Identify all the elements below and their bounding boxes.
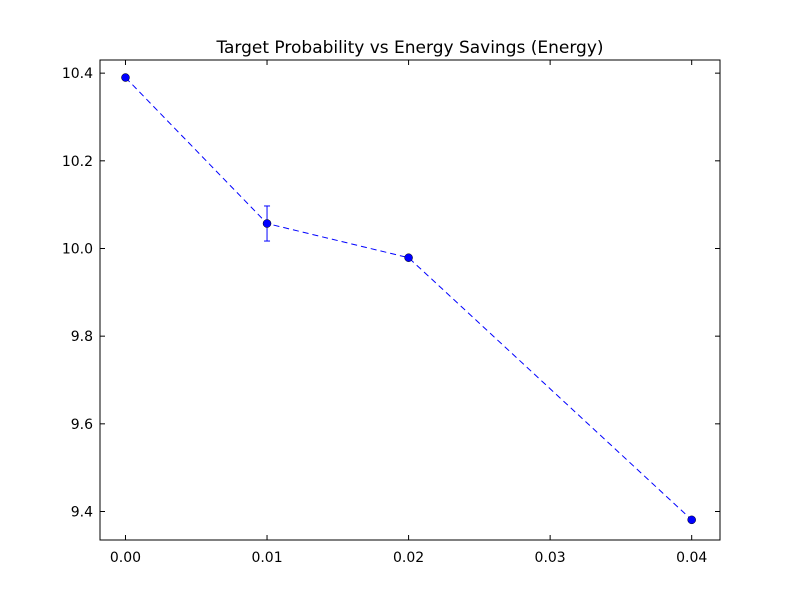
y-tick-label: 9.8 [71,329,93,345]
axes-frame [99,59,721,541]
y-tick-label: 10.4 [62,66,93,82]
series-line [125,77,693,521]
y-tick-label: 9.4 [71,505,93,521]
x-axis: 0.00 0.01 0.02 0.03 0.04 [110,60,707,566]
x-tick-label: 0.01 [251,550,282,566]
data-point [262,219,272,228]
plot-area [121,73,696,525]
chart-title: Target Probability vs Energy Savings (En… [215,38,603,58]
x-tick-label: 0.04 [676,550,707,566]
data-point [121,73,130,82]
y-tick-label: 10.0 [62,241,93,257]
x-tick-label: 0.00 [110,550,141,566]
x-tick-label: 0.02 [393,550,424,566]
y-tick-label: 10.2 [62,154,93,170]
y-tick-label: 9.6 [71,417,93,433]
x-tick-label: 0.03 [535,550,566,566]
y-axis: 9.4 9.6 9.8 10.0 10.2 10.4 [62,66,720,521]
data-point [404,253,413,262]
data-point [687,515,696,525]
